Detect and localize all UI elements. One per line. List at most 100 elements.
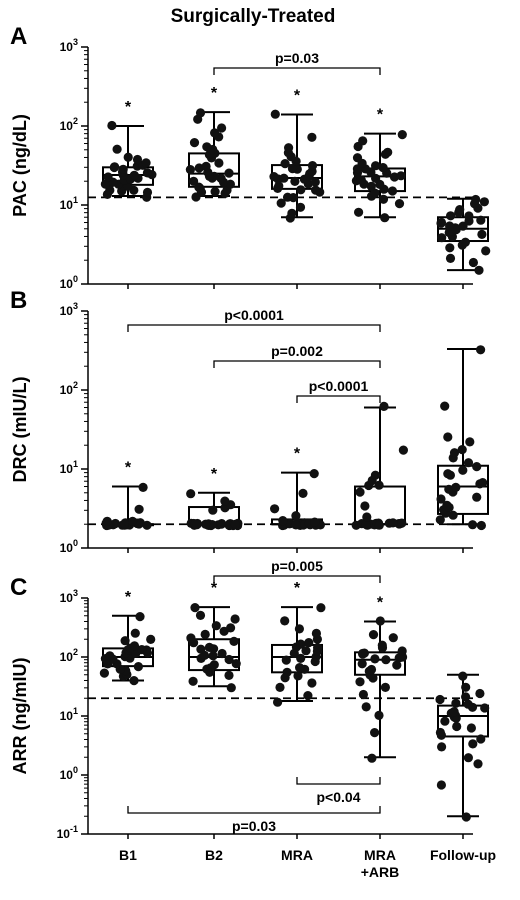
data-point [123, 152, 133, 162]
data-point [463, 753, 473, 763]
data-point [133, 662, 143, 672]
data-point [455, 205, 465, 215]
data-point [461, 682, 471, 692]
data-point [397, 130, 407, 140]
data-point [208, 651, 218, 661]
data-point [226, 683, 236, 693]
bracket-line [127, 806, 381, 814]
data-point [274, 181, 284, 191]
box-follow-up [436, 194, 491, 275]
data-point [471, 194, 481, 205]
bracket-line [296, 395, 381, 403]
significance-marker: * [211, 580, 218, 597]
x-category-label-mra: MRA [281, 847, 313, 863]
data-point [224, 670, 234, 681]
box-iqr [437, 704, 489, 738]
significance-marker: * [211, 85, 218, 102]
data-point [129, 170, 139, 180]
panel-letter: B [10, 287, 27, 314]
comparison-bracket: p<0.04 [296, 777, 381, 805]
data-point [231, 659, 241, 669]
data-point [195, 610, 206, 621]
data-point [132, 154, 143, 165]
data-point [207, 520, 217, 530]
data-point [358, 648, 368, 659]
y-tick-base: 10 [60, 304, 74, 318]
data-point [397, 646, 407, 656]
data-point [370, 728, 380, 738]
x-category-label-b2: B2 [205, 847, 223, 863]
x-category-label-b1: B1 [119, 847, 137, 863]
data-point [208, 505, 218, 515]
y-tick-label: 103 [60, 37, 78, 54]
data-point [217, 123, 227, 133]
y-tick-label: 103 [60, 588, 78, 605]
y-tick-label: 102 [60, 647, 78, 664]
p-value-label: p<0.04 [317, 789, 361, 805]
y-tick-exponent: 0 [73, 274, 78, 284]
bracket-line [127, 324, 381, 332]
y-tick-exponent: 3 [73, 588, 78, 598]
data-point [361, 702, 371, 712]
y-tick-base: 10 [60, 383, 74, 397]
y-tick-base: 10 [60, 462, 74, 476]
box-iqr [354, 651, 406, 676]
data-point [287, 164, 298, 174]
data-point [311, 185, 321, 195]
y-tick-label: 100 [60, 274, 78, 291]
data-point [296, 653, 306, 664]
comparison-bracket: p=0.005 [213, 558, 381, 583]
x-category-line: B1 [119, 847, 137, 863]
data-point [464, 211, 474, 221]
p-value-label: p<0.0001 [224, 307, 284, 323]
data-point [375, 616, 385, 626]
data-point [281, 655, 291, 665]
y-tick-label: 101 [60, 706, 78, 723]
data-point [478, 478, 488, 488]
data-point [366, 664, 377, 675]
data-point [440, 401, 450, 411]
data-point [397, 518, 407, 528]
y-tick-label: 100 [60, 765, 78, 782]
data-point [358, 689, 368, 700]
data-point [146, 634, 156, 645]
data-point [472, 462, 482, 472]
p-value-label: p=0.002 [271, 343, 323, 359]
data-point [374, 520, 384, 530]
data-point [388, 518, 398, 528]
data-point [476, 734, 486, 744]
data-point [448, 510, 458, 520]
data-point [194, 182, 204, 193]
y-tick-exponent: 1 [73, 459, 78, 469]
data-point [475, 688, 485, 699]
data-point [392, 660, 402, 670]
box-mra-arb: * [354, 594, 408, 763]
significance-marker: * [294, 580, 301, 597]
data-point [445, 221, 455, 231]
data-point [298, 488, 308, 498]
data-point [209, 660, 219, 670]
box-mra-arb [351, 401, 408, 530]
y-tick-base: 10 [57, 827, 71, 841]
data-point [437, 233, 447, 243]
data-point [309, 469, 319, 479]
data-point [129, 676, 139, 686]
data-point [185, 165, 195, 175]
box-mra: * [269, 87, 325, 223]
data-point [283, 192, 293, 202]
data-point [443, 432, 453, 442]
comparison-bracket: p=0.03 [127, 806, 381, 834]
data-point [378, 163, 388, 173]
p-value-label: p<0.0001 [309, 378, 369, 394]
box-mra-arb: * [351, 107, 407, 223]
data-point [398, 445, 408, 455]
data-point [435, 727, 445, 738]
data-point [301, 646, 311, 656]
data-point [230, 614, 240, 624]
data-point [355, 677, 365, 687]
data-point [437, 742, 447, 752]
data-point [468, 739, 478, 749]
y-tick-exponent: 3 [73, 301, 78, 311]
